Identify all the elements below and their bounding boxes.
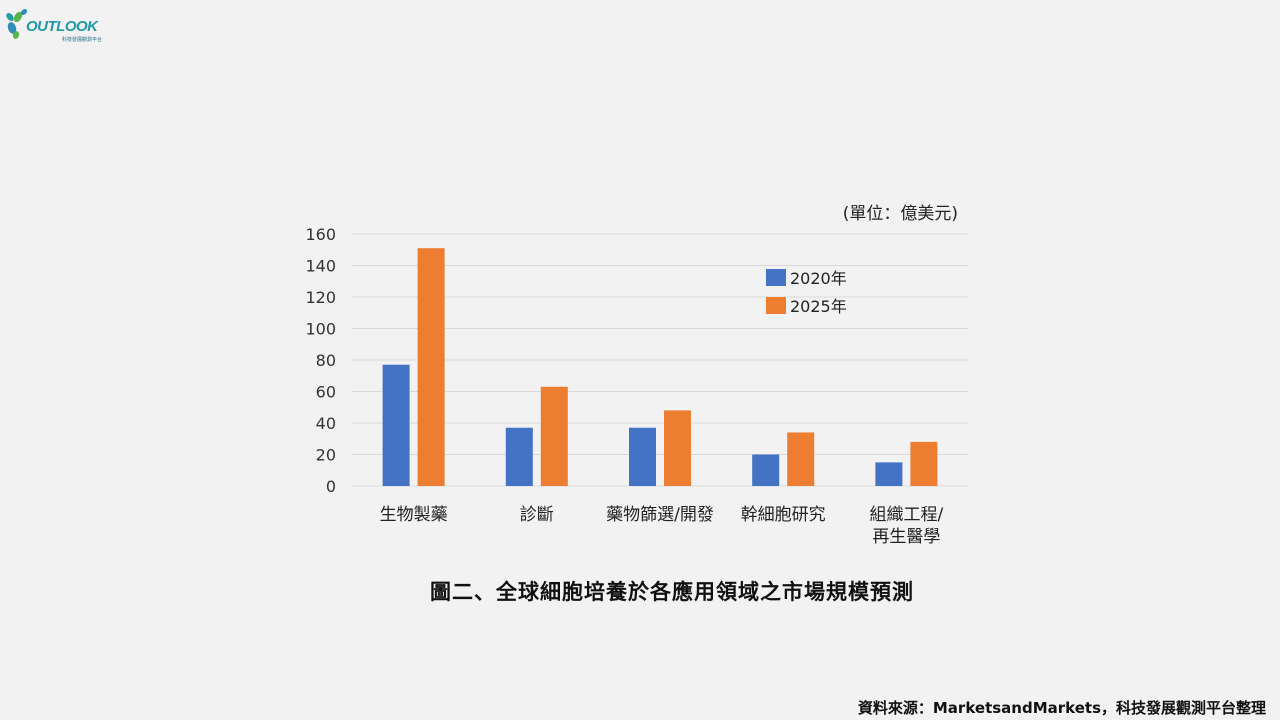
- legend-swatch: [766, 269, 786, 286]
- x-tick-label: 幹細胞研究: [741, 504, 826, 525]
- logo-wordmark: OUTLOOK: [26, 18, 98, 35]
- bar-2020: [752, 454, 780, 486]
- y-tick-label: 40: [316, 414, 336, 433]
- unit-label: (單位：億美元): [842, 204, 958, 224]
- y-tick-label: 140: [305, 257, 336, 276]
- y-tick-label: 160: [305, 225, 336, 244]
- y-tick-label: 0: [326, 477, 336, 496]
- chart-title: 圖二、全球細胞培養於各應用領域之市場規模預測: [430, 580, 914, 604]
- y-axis-ticks: 0 20 40 60 80 100 120 140 160: [305, 225, 336, 496]
- legend-label: 2025年: [790, 297, 847, 316]
- bar-2025: [910, 441, 938, 486]
- bar-2025: [664, 410, 691, 486]
- x-axis-ticks: 生物製藥 診斷 藥物篩選/開發 幹細胞研究 組織工程/再生醫學: [380, 504, 944, 547]
- logo-subtitle: 科技發展觀測平台: [62, 37, 103, 43]
- bar-2025: [787, 432, 815, 486]
- legend-label: 2020年: [790, 269, 847, 288]
- legend: 2020年 2025年: [766, 269, 847, 316]
- bar-2025: [417, 248, 445, 486]
- leaf-cluster-icon: [6, 9, 28, 39]
- y-tick-label: 80: [316, 351, 336, 370]
- x-tick-label: 生物製藥: [380, 505, 448, 525]
- bar-2020: [505, 427, 533, 486]
- bar-2025: [540, 386, 568, 486]
- outlook-logo: OUTLOOK 科技發展觀測平台: [2, 4, 114, 44]
- bar-2020: [629, 427, 656, 486]
- bars: [382, 248, 938, 486]
- x-tick-label: 組織工程/再生醫學: [870, 505, 944, 547]
- bar-2020: [382, 364, 410, 486]
- x-tick-label: 藥物篩選/開發: [606, 505, 714, 525]
- x-tick-label: 診斷: [520, 505, 554, 525]
- bar-2020: [875, 462, 903, 486]
- source-note: 資料來源：MarketsandMarkets，科技發展觀測平台整理: [857, 699, 1266, 717]
- y-tick-label: 120: [305, 288, 336, 307]
- gridlines: [352, 233, 968, 487]
- y-tick-label: 100: [305, 320, 336, 339]
- y-tick-label: 20: [316, 446, 336, 465]
- legend-swatch: [766, 297, 786, 314]
- y-tick-label: 60: [316, 383, 336, 402]
